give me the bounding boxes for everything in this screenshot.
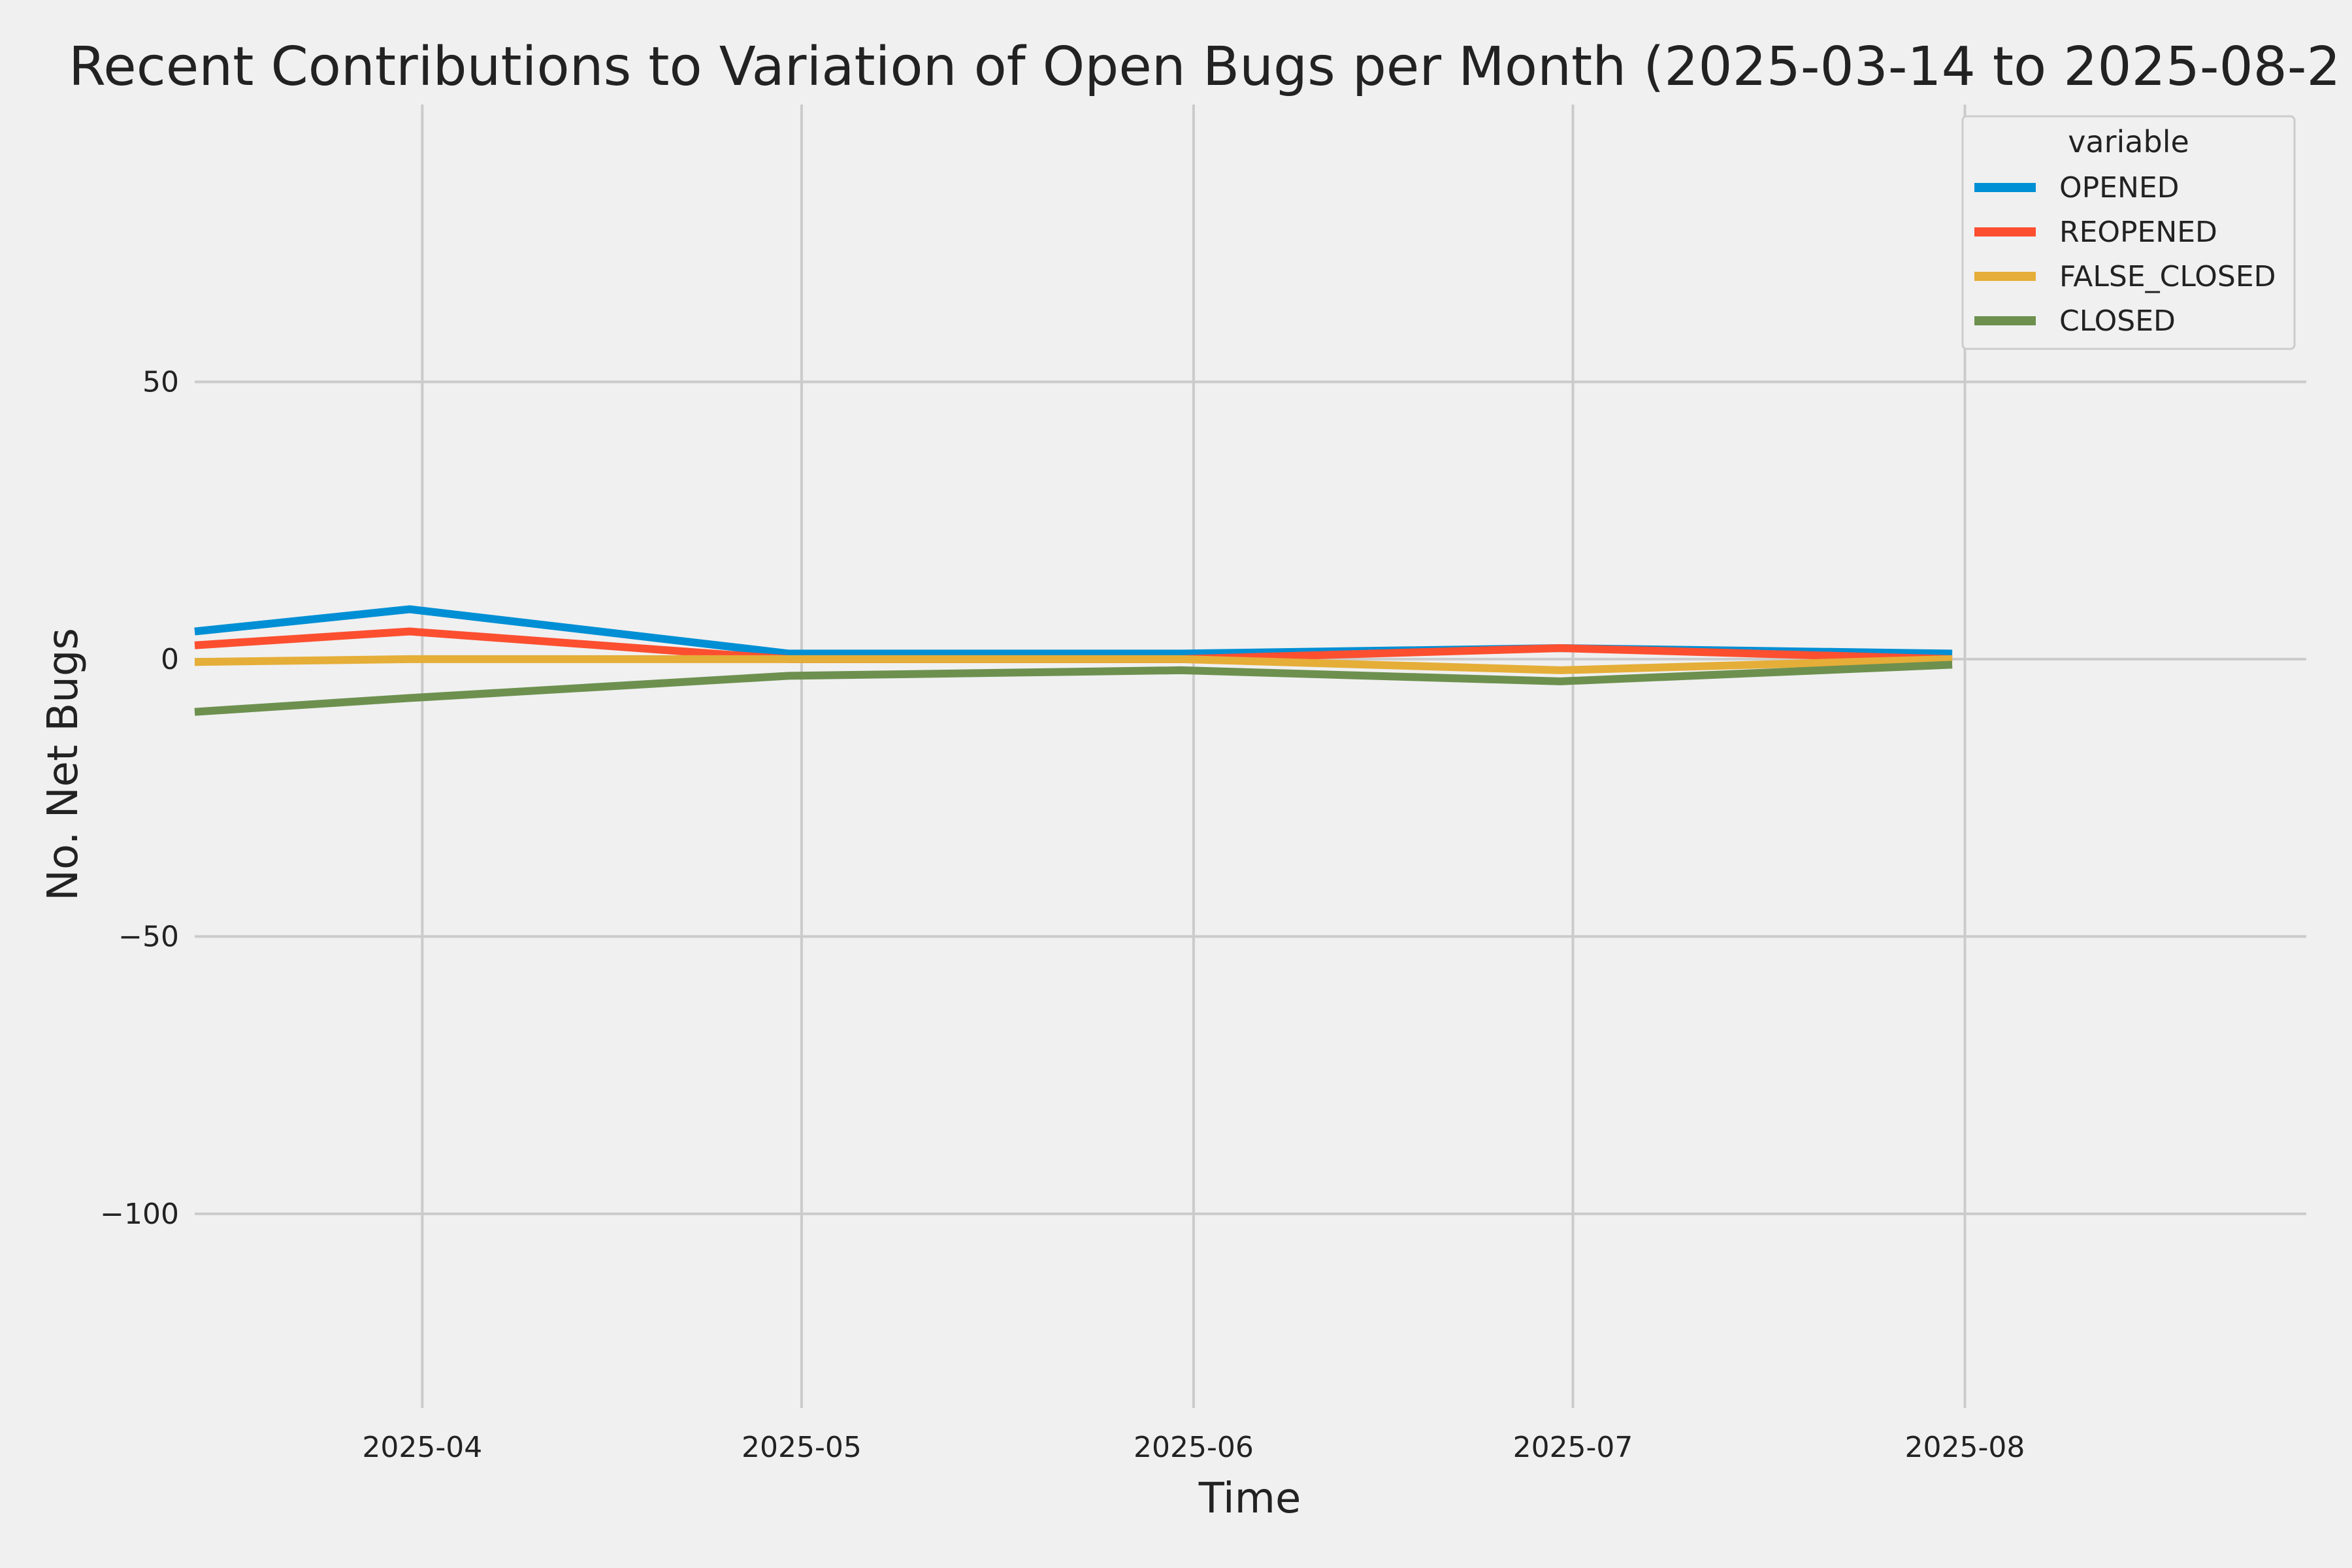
y-tick-label: −50 — [118, 920, 179, 953]
legend-label-closed: CLOSED — [2059, 304, 2176, 338]
series-line-false-closed — [194, 655, 1953, 674]
y-tick-label: 0 — [161, 643, 179, 676]
x-tick-label: 2025-05 — [742, 1431, 862, 1464]
x-tick-label: 2025-06 — [1134, 1431, 1254, 1464]
y-tick-label: 50 — [142, 365, 179, 399]
legend-label-opened: OPENED — [2059, 171, 2180, 204]
series-line-closed — [194, 661, 1953, 716]
x-tick-label: 2025-07 — [1513, 1431, 1633, 1464]
x-tick-label: 2025-08 — [1905, 1431, 2025, 1464]
chart-title: Recent Contributions to Variation of Ope… — [69, 36, 2341, 98]
tick-labels: 50 0 −50 −100 2025-04 2025-05 2025-06 2025-07 20… — [100, 365, 2025, 1464]
y-axis-label: No. Net Bugs — [39, 628, 88, 901]
x-axis-label: Time — [1198, 1475, 1301, 1523]
x-tick-label: 2025-04 — [362, 1431, 482, 1464]
legend: variable OPENED REOPENED FALSE_CLOSED CLOSE… — [1961, 115, 2296, 350]
legend-title: variable — [2068, 124, 2189, 159]
legend-box — [1961, 115, 2296, 350]
y-tick-label: −100 — [100, 1198, 179, 1231]
series-lines — [194, 605, 1953, 716]
legend-label-reopened: REOPENED — [2059, 216, 2217, 249]
legend-label-false-closed: FALSE_CLOSED — [2059, 260, 2276, 293]
